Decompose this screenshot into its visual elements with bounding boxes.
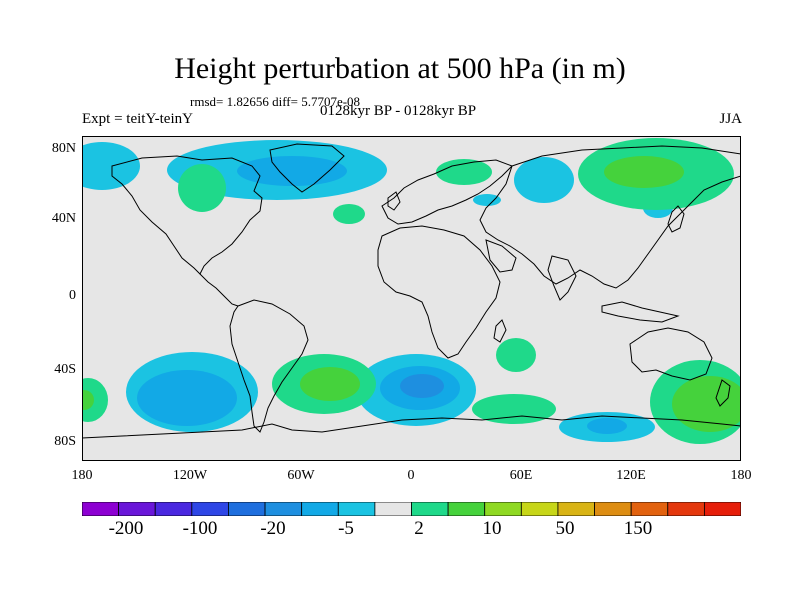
- anomaly-patch: [300, 367, 360, 401]
- anomaly-patch: [604, 156, 684, 188]
- colorbar-swatch: [191, 502, 229, 516]
- coast-arabia: [485, 239, 517, 273]
- coast-asia: [479, 145, 741, 289]
- anomaly-patch: [496, 338, 536, 372]
- anomaly-patch: [587, 418, 627, 434]
- colorbar-label: -200: [108, 518, 144, 539]
- coast-north-america: [111, 155, 263, 275]
- anomaly-patch: [178, 164, 226, 212]
- coast-africa: [377, 225, 501, 359]
- colorbar-swatch: [374, 502, 412, 516]
- colorbar-label: 2: [414, 518, 424, 539]
- coast-indonesia: [601, 301, 680, 323]
- coast-japan: [667, 205, 685, 233]
- anomaly-patch: [137, 370, 237, 426]
- coast-central-america: [199, 273, 239, 307]
- anomaly-patch: [400, 374, 444, 398]
- colorbar-label: -5: [338, 518, 354, 539]
- coastlines: [82, 143, 741, 439]
- colorbar-label: 50: [555, 518, 575, 539]
- anomaly-patch: [473, 194, 501, 206]
- world-map: [82, 136, 741, 461]
- map-frame: [82, 136, 741, 461]
- coast-antarctica: [82, 415, 741, 439]
- lon-label-180w: 180: [71, 468, 93, 483]
- colorbar-swatch: [447, 502, 486, 516]
- anomaly-patch: [514, 157, 574, 203]
- anomaly-patch: [82, 378, 108, 422]
- colorbar: [82, 502, 741, 516]
- colorbar-swatch: [667, 502, 705, 516]
- colorbar-swatch: [594, 502, 632, 516]
- lat-label-0: 0: [69, 288, 76, 303]
- colorbar-swatch: [484, 502, 522, 516]
- colorbar-swatch: [337, 502, 376, 516]
- page-title: Height perturbation at 500 hPa (in m): [174, 52, 626, 85]
- lon-label-120e: 120E: [616, 468, 646, 483]
- colorbar-label: 150: [623, 518, 653, 539]
- coast-british-isles: [387, 191, 401, 211]
- colorbar-swatch: [520, 502, 559, 516]
- colorbar-swatch: [557, 502, 595, 516]
- lat-label-80n: 80N: [51, 141, 76, 156]
- colorbar-swatch: [630, 502, 669, 516]
- anomaly-patch: [436, 159, 492, 185]
- colorbar-swatch: [264, 502, 303, 516]
- lon-label-0: 0: [407, 468, 415, 483]
- lat-label-40s: 40S: [54, 362, 76, 377]
- colorbar-swatch: [703, 502, 741, 516]
- colorbar-swatch: [301, 502, 339, 516]
- coast-south-america: [229, 299, 309, 433]
- anomaly-patch: [472, 394, 556, 424]
- lon-label-180e: 180: [730, 468, 752, 483]
- lon-label-60w: 60W: [287, 468, 315, 483]
- coast-australia: [629, 327, 713, 381]
- experiment-label: Expt = teitY-teinY: [82, 111, 193, 127]
- lon-label-120w: 120W: [172, 468, 208, 483]
- lon-label-60e: 60E: [509, 468, 533, 483]
- colorbar-label: 10: [482, 518, 502, 539]
- anomaly-patch: [82, 142, 140, 190]
- colorbar-swatch: [154, 502, 193, 516]
- anomaly-patch: [237, 156, 347, 186]
- colorbar-swatch: [228, 502, 266, 516]
- colorbar-swatch: [118, 502, 156, 516]
- colorbar-label: -20: [260, 518, 286, 539]
- anomaly-patch: [333, 204, 365, 224]
- season-label: JJA: [719, 111, 742, 127]
- stats-text: rmsd= 1.82656 diff= 5.7707e-08: [190, 94, 361, 109]
- colorbar-label: -100: [182, 518, 218, 539]
- period-label: 0128kyr BP - 0128kyr BP: [320, 103, 477, 119]
- anomaly-patch: [82, 390, 94, 410]
- lat-label-80s: 80S: [54, 434, 76, 449]
- coast-greenland: [269, 143, 345, 193]
- coast-india: [547, 255, 577, 301]
- lat-label-40n: 40N: [51, 211, 76, 226]
- colorbar-swatch: [82, 502, 120, 516]
- coast-europe: [381, 159, 513, 225]
- coast-madagascar: [493, 319, 507, 343]
- colorbar-swatch: [411, 502, 449, 516]
- anomaly-patch: [672, 376, 741, 432]
- coast-new-zealand: [715, 379, 731, 407]
- anomaly-shading: [82, 138, 741, 444]
